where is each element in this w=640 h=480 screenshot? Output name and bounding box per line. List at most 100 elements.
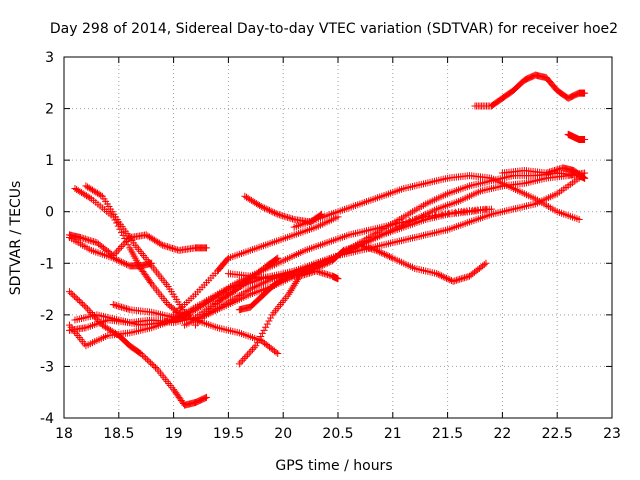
data-point-marker	[240, 354, 248, 362]
data-point-marker	[274, 350, 282, 358]
y-tick-label: -4	[40, 411, 54, 427]
data-point-marker	[446, 276, 454, 284]
data-point-marker	[325, 258, 333, 266]
data-point-marker	[279, 275, 287, 283]
data-point-marker	[114, 246, 122, 254]
series-s17	[235, 241, 490, 314]
data-point-marker	[279, 212, 287, 220]
data-point-marker	[169, 244, 177, 252]
data-point-marker	[299, 269, 307, 277]
data-point-marker	[122, 305, 130, 313]
data-point-marker	[361, 243, 369, 251]
data-point-marker	[114, 302, 122, 310]
data-point-marker	[122, 238, 130, 246]
data-point-marker	[349, 243, 357, 251]
data-point-marker	[260, 326, 268, 334]
data-point-marker	[381, 250, 389, 258]
data-point-marker	[142, 354, 150, 362]
data-point-marker	[82, 303, 90, 311]
data-point-marker	[443, 274, 451, 282]
data-point-marker	[121, 260, 129, 268]
data-point-marker	[122, 260, 130, 268]
data-point-marker	[162, 318, 170, 326]
data-point-marker	[364, 244, 372, 252]
data-point-marker	[67, 289, 75, 297]
x-axis-ticks: 18 18.5 19 19.5 20 20.5 21 21.5 22 22.5 23	[55, 57, 621, 442]
data-point-marker	[289, 283, 297, 291]
data-point-marker	[164, 243, 172, 251]
data-point-marker	[439, 273, 447, 281]
data-point-marker	[88, 237, 96, 245]
data-point-marker	[434, 270, 442, 278]
data-point-marker	[119, 231, 127, 239]
data-point-marker	[272, 348, 280, 356]
y-tick-label: -2	[40, 308, 54, 324]
data-point-marker	[237, 358, 245, 366]
data-point-marker	[549, 167, 557, 175]
data-point-marker	[272, 210, 280, 218]
data-point-marker	[315, 263, 323, 271]
data-point-marker	[542, 169, 550, 177]
data-point-marker	[116, 303, 124, 311]
data-point-marker	[262, 205, 270, 213]
data-point-marker	[451, 208, 459, 216]
data-point-marker	[302, 268, 310, 276]
data-point-marker	[162, 242, 170, 250]
data-point-marker	[76, 234, 84, 241]
grid-lines	[64, 57, 612, 418]
data-point-marker	[546, 168, 554, 176]
data-point-marker	[552, 166, 560, 174]
data-point-marker	[137, 350, 145, 358]
data-point-marker	[319, 269, 327, 277]
data-point-marker	[91, 238, 99, 246]
data-point-marker	[371, 246, 379, 254]
data-point-marker	[266, 206, 273, 214]
data-point-marker	[114, 256, 122, 264]
x-tick-label: 20	[274, 426, 292, 442]
data-point-marker	[274, 210, 282, 218]
data-point-marker	[366, 244, 374, 252]
data-point-marker	[65, 288, 73, 296]
data-point-marker	[70, 292, 78, 300]
data-point-marker	[167, 244, 175, 252]
data-point-marker	[306, 267, 314, 275]
x-tick-label: 19	[165, 426, 183, 442]
data-point-marker	[270, 209, 278, 217]
series-s21	[564, 130, 589, 144]
series-s11	[170, 213, 342, 319]
data-point-marker	[201, 394, 209, 402]
data-point-marker	[113, 256, 121, 264]
data-point-marker	[376, 248, 384, 256]
data-point-marker	[111, 301, 119, 309]
data-point-marker	[377, 249, 385, 257]
data-point-marker	[116, 257, 124, 265]
data-point-marker	[148, 360, 156, 368]
data-point-marker	[581, 136, 589, 144]
data-point-marker	[317, 262, 325, 270]
y-axis-ticks: -4 -3 -2 -1 0 1 2 3	[40, 50, 612, 427]
series-s1	[65, 231, 210, 260]
data-point-marker	[289, 272, 297, 280]
data-point-marker	[157, 240, 165, 248]
data-point-marker	[462, 273, 470, 281]
data-point-marker	[351, 243, 359, 251]
data-point-marker	[310, 265, 318, 273]
data-point-marker	[353, 242, 361, 250]
data-point-marker	[314, 264, 322, 272]
data-point-marker	[159, 241, 167, 249]
y-tick-label: 3	[45, 50, 54, 66]
data-point-marker	[386, 253, 394, 261]
data-point-marker	[265, 317, 273, 325]
data-point-marker	[80, 235, 88, 243]
data-point-marker	[287, 287, 295, 295]
data-point-marker	[339, 246, 347, 254]
data-point-marker	[281, 274, 289, 282]
data-point-marker	[140, 353, 148, 361]
data-point-marker	[287, 272, 295, 280]
data-point-marker	[257, 333, 265, 341]
data-point-marker	[109, 301, 117, 309]
data-point-marker	[74, 295, 82, 303]
data-point-marker	[284, 273, 292, 281]
data-point-marker	[119, 304, 127, 312]
data-point-marker	[374, 247, 382, 255]
